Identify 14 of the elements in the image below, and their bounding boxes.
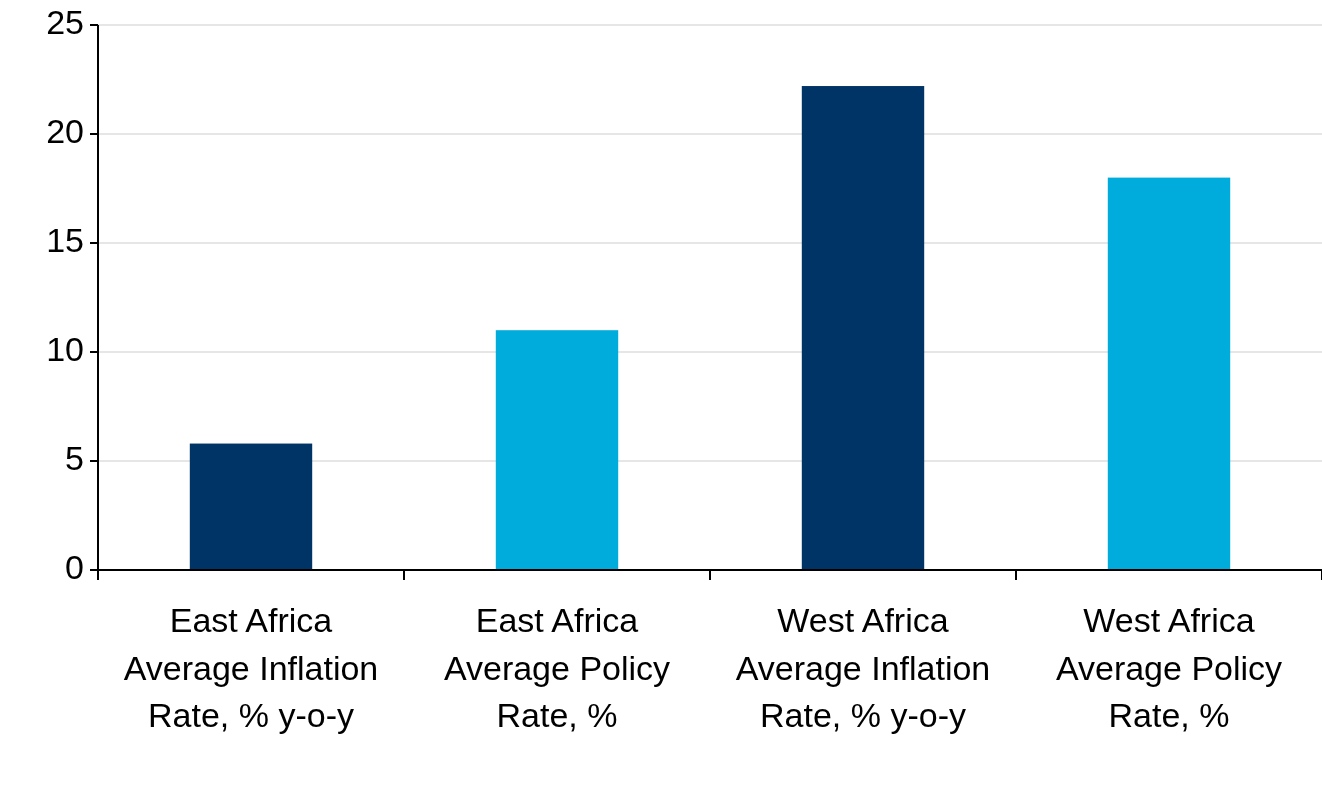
y-tick-label: 0 <box>65 547 84 586</box>
x-tick-label: East Africa Average Inflation Rate, % y-o-y <box>123 601 379 735</box>
x-tick-label: West Africa Average Policy Rate, % <box>1055 601 1283 735</box>
y-tick-label: 15 <box>46 220 84 259</box>
bar <box>1107 177 1231 570</box>
y-tick-label: 10 <box>46 329 84 368</box>
y-tick-label: 5 <box>65 438 84 477</box>
x-tick-label: West Africa Average Inflation Rate, % y-o-y <box>735 601 991 735</box>
bar <box>495 330 619 570</box>
bar <box>801 86 925 570</box>
bar <box>189 443 313 570</box>
y-tick-label: 25 <box>46 2 84 41</box>
x-tick-label: East Africa Average Policy Rate, % <box>443 601 671 735</box>
y-tick-label: 20 <box>46 111 84 150</box>
